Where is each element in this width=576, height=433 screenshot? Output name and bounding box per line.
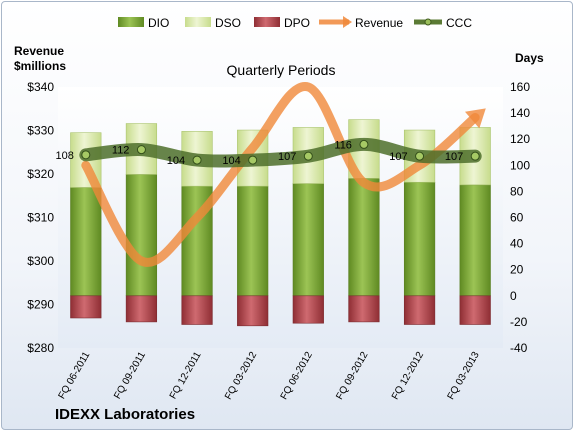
ccc-data-label: 112 bbox=[112, 145, 130, 157]
bar-dio bbox=[403, 181, 436, 297]
left-tick-label: $320 bbox=[27, 167, 54, 181]
right-tick-label: -40 bbox=[510, 341, 528, 355]
ccc-data-label: 107 bbox=[445, 151, 463, 163]
right-tick-label: 160 bbox=[510, 80, 530, 94]
ccc-marker bbox=[415, 151, 425, 161]
left-tick-label: $280 bbox=[27, 341, 54, 355]
right-tick-label: 0 bbox=[510, 289, 517, 303]
left-axis: $340 $330 $320 $310 $300 $290 $280 bbox=[27, 80, 54, 355]
ccc-data-label: 107 bbox=[389, 151, 407, 163]
ccc-marker bbox=[81, 150, 91, 160]
right-tick-label: 40 bbox=[510, 237, 524, 251]
left-tick-label: $300 bbox=[27, 254, 54, 268]
category-label: FQ 12-2012 bbox=[390, 350, 426, 402]
category-label: FQ 03-2012 bbox=[223, 350, 259, 402]
revenue-line bbox=[81, 82, 480, 267]
bar-dpo bbox=[181, 295, 213, 325]
chart-title: Quarterly Periods bbox=[227, 62, 336, 78]
category-label: FQ 06-2011 bbox=[57, 350, 93, 401]
left-tick-label: $340 bbox=[27, 80, 54, 94]
legend-swatch-ccc-marker bbox=[424, 18, 432, 26]
category-label: FQ 09-2011 bbox=[112, 350, 148, 401]
legend: DIO DSO DPO Revenue CCC bbox=[118, 16, 472, 30]
right-tick-label: 80 bbox=[510, 184, 524, 198]
bar-dpo bbox=[292, 295, 324, 324]
right-tick-label: 60 bbox=[510, 211, 524, 225]
legend-swatch-dio bbox=[118, 17, 144, 27]
revenue-arrowhead bbox=[464, 108, 486, 129]
category-label: FQ 12-2011 bbox=[168, 350, 204, 401]
ccc-data-label: 107 bbox=[278, 151, 296, 163]
bar-dio bbox=[125, 174, 158, 297]
bar-dpo bbox=[403, 295, 436, 325]
legend-swatch-dpo bbox=[254, 17, 280, 27]
category-label: FQ 03-2013 bbox=[446, 350, 482, 402]
bar-dpo bbox=[70, 295, 102, 319]
ccc-marker bbox=[303, 151, 313, 161]
legend-swatch-dso bbox=[185, 17, 211, 27]
legend-label-revenue: Revenue bbox=[355, 16, 403, 30]
left-axis-title-line2: $millions bbox=[14, 59, 66, 73]
ccc-data-label: 108 bbox=[55, 150, 73, 162]
ccc-series: 108 112 104 104 107 116 107 107 bbox=[55, 137, 482, 168]
bar-dpo bbox=[348, 295, 380, 323]
right-tick-label: 20 bbox=[510, 263, 524, 277]
right-axis: 160 140 120 100 80 60 40 20 0 -20 -40 bbox=[510, 80, 530, 355]
category-label: FQ 09-2012 bbox=[334, 350, 370, 402]
category-label: FQ 06-2012 bbox=[279, 350, 315, 402]
company-name: IDEXX Laboratories bbox=[55, 406, 195, 423]
bar-dio bbox=[292, 183, 324, 297]
right-tick-label: 120 bbox=[510, 132, 530, 146]
legend-label-dso: DSO bbox=[215, 16, 241, 30]
bar-dpo bbox=[237, 295, 269, 327]
bar-dio bbox=[70, 187, 102, 297]
ccc-marker bbox=[470, 151, 480, 161]
ccc-line bbox=[79, 137, 482, 168]
legend-label-ccc: CCC bbox=[446, 16, 472, 30]
ccc-marker bbox=[192, 155, 202, 165]
category-axis: FQ 06-2011 FQ 09-2011 FQ 12-2011 FQ 03-2012… bbox=[57, 350, 482, 402]
left-tick-label: $310 bbox=[27, 211, 54, 225]
revenue-series bbox=[81, 82, 486, 267]
legend-swatch-revenue-arrow bbox=[343, 16, 352, 28]
ccc-marker bbox=[136, 145, 146, 155]
ccc-marker bbox=[359, 139, 369, 149]
ccc-marker bbox=[248, 155, 258, 165]
plot-area bbox=[58, 87, 503, 348]
bar-dio bbox=[237, 185, 269, 297]
bar-dio bbox=[348, 178, 380, 297]
left-axis-title-line1: Revenue bbox=[14, 44, 64, 58]
right-tick-label: 100 bbox=[510, 158, 530, 172]
legend-label-dio: DIO bbox=[148, 16, 169, 30]
left-tick-label: $290 bbox=[27, 298, 54, 312]
bar-dpo bbox=[459, 295, 491, 325]
right-tick-label: 140 bbox=[510, 106, 530, 120]
right-axis-title: Days bbox=[515, 51, 544, 65]
right-tick-label: -20 bbox=[510, 315, 528, 329]
left-tick-label: $330 bbox=[27, 124, 54, 138]
ccc-data-label: 104 bbox=[167, 155, 185, 167]
bar-dpo bbox=[125, 295, 158, 323]
ccc-data-label: 116 bbox=[334, 139, 352, 151]
bar-dio bbox=[459, 184, 491, 297]
legend-label-dpo: DPO bbox=[284, 16, 310, 30]
ccc-data-label: 104 bbox=[222, 155, 240, 167]
